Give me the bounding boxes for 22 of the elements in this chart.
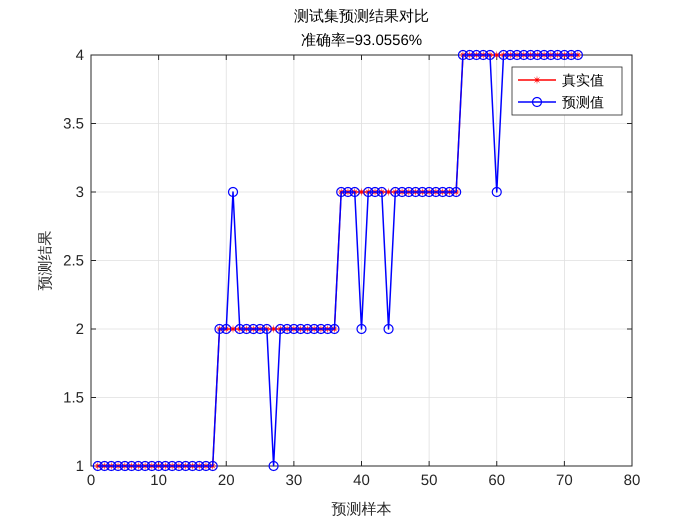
x-tick-label: 70	[556, 472, 573, 489]
y-tick-label: 4	[76, 47, 84, 64]
y-tick-label: 2	[76, 321, 84, 338]
x-tick-label: 30	[286, 472, 302, 489]
y-tick-label: 2.5	[63, 252, 84, 270]
legend-label: 真实值	[562, 72, 604, 88]
x-tick-label: 50	[420, 472, 438, 489]
legend-label: 预测值	[562, 94, 604, 110]
x-tick-label: 10	[150, 472, 167, 489]
y-tick-label: 1	[76, 458, 84, 475]
y-axis-title: 预测结果	[37, 230, 54, 290]
y-tick-label: 1.5	[63, 390, 84, 406]
chart-subtitle: 准确率=93.0556%	[300, 32, 422, 49]
chart-title: 测试集预测结果对比	[294, 8, 429, 25]
x-tick-label: 80	[624, 472, 640, 489]
x-tick-label: 20	[218, 472, 235, 489]
y-tick-label: 3.5	[63, 116, 84, 132]
x-tick-label: 40	[353, 472, 370, 489]
x-tick-label: 0	[86, 472, 96, 489]
x-tick-label: 60	[488, 472, 506, 489]
x-axis-title: 预测样本	[332, 501, 392, 518]
y-tick-label: 3	[76, 184, 84, 201]
